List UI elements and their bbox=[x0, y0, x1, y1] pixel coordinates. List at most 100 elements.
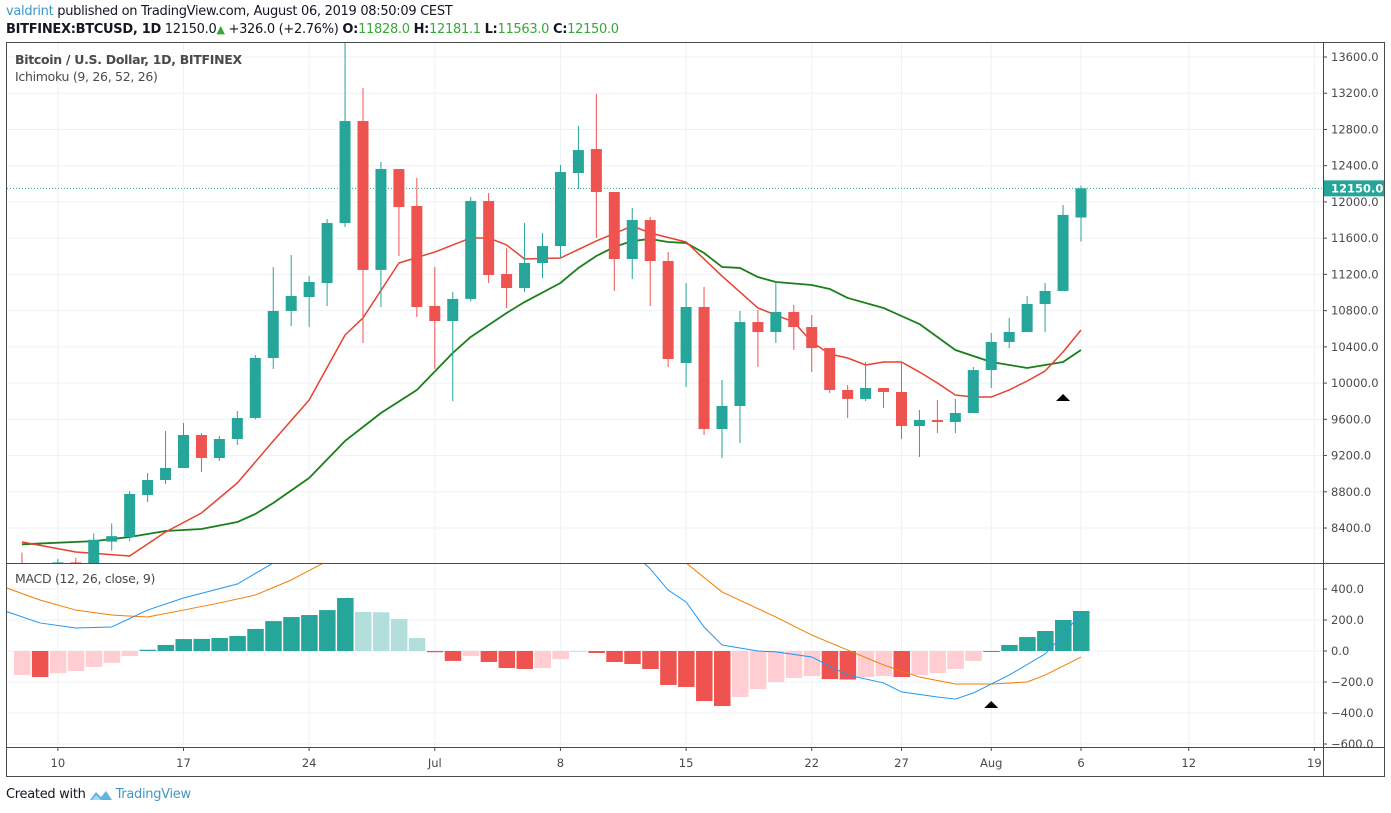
time-tick-label: 15 bbox=[679, 756, 694, 770]
macd-histogram-bar bbox=[678, 651, 695, 687]
macd-histogram-bar bbox=[929, 651, 946, 674]
macd-histogram-bar bbox=[426, 651, 444, 653]
candle-body bbox=[411, 206, 423, 308]
high-value: 12181.1 bbox=[429, 22, 481, 37]
price-tick-label: 8800.0 bbox=[1331, 485, 1371, 499]
created-with-text: Created with bbox=[6, 787, 86, 802]
last-price: 12150.0 bbox=[164, 22, 217, 37]
macd-histogram-bar bbox=[67, 651, 85, 671]
candle bbox=[1003, 317, 1015, 349]
candle-body bbox=[1075, 188, 1087, 218]
macd-legend[interactable]: MACD (12, 26, close, 9) bbox=[15, 571, 156, 586]
macd-histogram-bar bbox=[534, 651, 551, 669]
macd-histogram-bar bbox=[139, 649, 157, 651]
open-value: 11828.0 bbox=[358, 22, 410, 37]
candle bbox=[698, 286, 710, 435]
candle bbox=[52, 558, 64, 563]
candle-body bbox=[913, 420, 925, 427]
triangle-up-icon: ▲ bbox=[216, 23, 225, 36]
ichimoku-legend[interactable]: Ichimoku (9, 26, 52, 26) bbox=[15, 69, 158, 84]
macd-histogram-bar bbox=[1001, 644, 1018, 651]
candle-body bbox=[716, 406, 728, 430]
close-label: C: bbox=[552, 22, 568, 37]
candle-body bbox=[519, 262, 531, 288]
macd-histogram-bar bbox=[696, 651, 713, 702]
candle bbox=[429, 266, 441, 369]
time-tick-label: 19 bbox=[1307, 756, 1322, 770]
candle-body bbox=[267, 310, 279, 358]
candle bbox=[160, 431, 172, 484]
macd-tick-label: 200.0 bbox=[1331, 613, 1364, 627]
candle bbox=[339, 43, 351, 228]
candle-body bbox=[429, 306, 441, 322]
candle bbox=[662, 252, 674, 367]
candle-body bbox=[124, 493, 136, 537]
candle-body bbox=[842, 389, 854, 399]
macd-histogram-bar bbox=[85, 651, 103, 667]
candle-body bbox=[483, 201, 495, 276]
macd-histogram-bar bbox=[983, 651, 1000, 652]
macd-histogram-bar bbox=[480, 651, 498, 663]
macd-histogram-bar bbox=[875, 651, 893, 676]
macd-histogram-bar bbox=[337, 597, 354, 651]
candle bbox=[770, 282, 782, 343]
time-tick-label: Aug bbox=[980, 756, 1002, 770]
candle-body bbox=[357, 121, 369, 270]
price-tick-label: 12400.0 bbox=[1331, 159, 1379, 173]
candle-body bbox=[142, 480, 154, 495]
candle bbox=[285, 255, 297, 327]
candle bbox=[806, 314, 818, 373]
candle-body bbox=[662, 260, 674, 359]
macd-histogram-bar bbox=[588, 651, 605, 654]
candle-body bbox=[303, 282, 315, 298]
macd-histogram-bar bbox=[857, 651, 875, 678]
symbol: BITFINEX:BTCUSD, 1D bbox=[6, 22, 161, 37]
candle bbox=[70, 557, 82, 563]
candle bbox=[142, 473, 154, 503]
candle bbox=[860, 361, 872, 402]
macd-histogram-bar bbox=[570, 651, 587, 652]
footer: Created with TradingView bbox=[6, 787, 191, 802]
candle bbox=[572, 126, 584, 189]
candle-body bbox=[88, 539, 100, 563]
candle bbox=[519, 223, 531, 292]
candle-body bbox=[608, 191, 620, 259]
macd-histogram-bar bbox=[498, 651, 516, 669]
macd-tick-label: −600.0 bbox=[1331, 737, 1374, 751]
candle-body bbox=[1021, 304, 1033, 333]
candle-body bbox=[447, 298, 459, 322]
price-tick-label: 13200.0 bbox=[1331, 86, 1379, 100]
tradingview-link[interactable]: TradingView bbox=[115, 787, 192, 802]
symbol-legend[interactable]: Bitcoin / U.S. Dollar, 1D, BITFINEX bbox=[15, 52, 242, 67]
macd-histogram-bar bbox=[1037, 631, 1054, 651]
macd-histogram-bar bbox=[803, 651, 821, 676]
open-label: O: bbox=[342, 22, 359, 37]
macd-histogram-bar bbox=[947, 651, 964, 669]
macd-tick-label: −200.0 bbox=[1331, 675, 1374, 689]
macd-histogram-bar bbox=[13, 651, 31, 676]
author-link[interactable]: valdrint bbox=[6, 4, 54, 19]
last-price-label-bg bbox=[1324, 180, 1384, 197]
kijun-line bbox=[21, 238, 1082, 546]
candle bbox=[752, 309, 764, 367]
candle-body bbox=[626, 220, 638, 259]
candle bbox=[554, 164, 566, 258]
macd-histogram-bar bbox=[1055, 619, 1072, 651]
macd-histogram-bar bbox=[247, 628, 264, 651]
tenkan-line bbox=[21, 225, 1082, 557]
macd-histogram-bar bbox=[265, 621, 282, 651]
macd-histogram-bar bbox=[408, 637, 426, 651]
macd-pane[interactable] bbox=[4, 488, 1090, 709]
candle bbox=[985, 332, 997, 388]
candle-body bbox=[680, 307, 692, 363]
candle-body bbox=[195, 434, 207, 458]
candle bbox=[608, 191, 620, 291]
candle bbox=[178, 422, 189, 468]
macd-line bbox=[7, 564, 1082, 700]
macd-histogram-bar bbox=[660, 651, 677, 685]
candle-body bbox=[52, 562, 64, 563]
candle bbox=[896, 361, 907, 439]
price-pane[interactable] bbox=[7, 39, 1323, 601]
chart-frame bbox=[6, 42, 1385, 777]
